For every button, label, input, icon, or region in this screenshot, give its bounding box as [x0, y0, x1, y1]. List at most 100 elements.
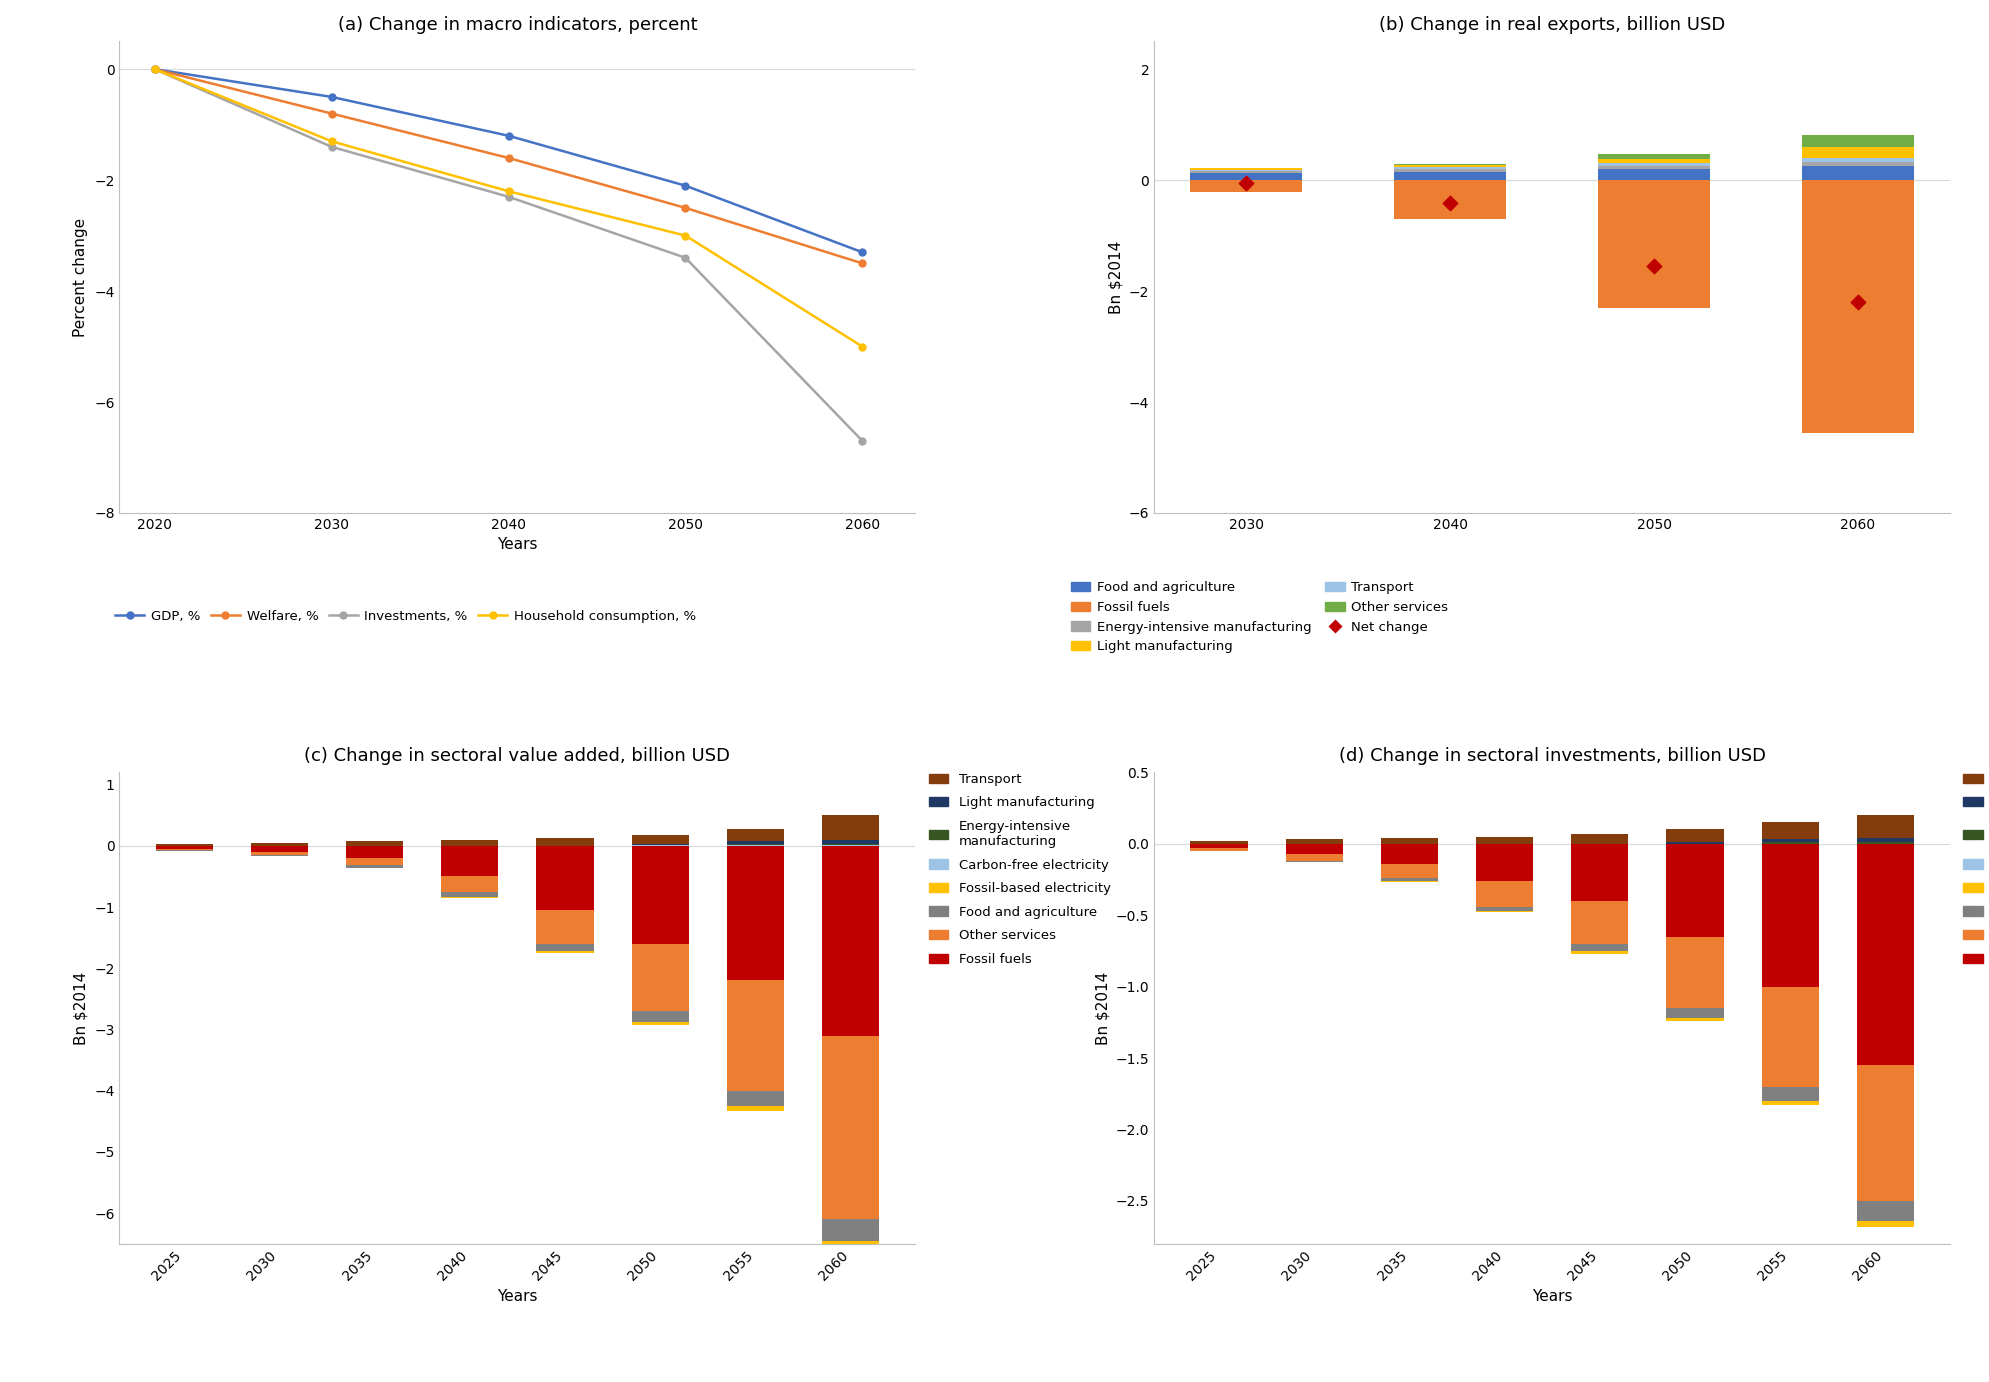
Bar — [1476, 836, 1532, 844]
Y-axis label: Bn $2014: Bn $2014 — [74, 972, 88, 1045]
Bar — [1571, 951, 1627, 954]
X-axis label: Years: Years — [497, 1289, 537, 1305]
Bar — [726, 840, 784, 844]
Y-axis label: Percent change: Percent change — [74, 217, 88, 337]
Bar — [821, 1241, 879, 1247]
Bar — [726, 846, 784, 980]
Bar — [1285, 844, 1343, 854]
Bar — [251, 851, 308, 855]
Bar — [251, 846, 308, 851]
Bar — [726, 829, 784, 840]
Bar — [1597, 169, 1709, 180]
Bar — [155, 846, 213, 849]
Legend: Transport, Light manufacturing, Energy-intensive
manufacturing, Carbon-free elec: Transport, Light manufacturing, Energy-i… — [923, 767, 1116, 972]
Bar — [1856, 815, 1913, 837]
Bar — [537, 944, 593, 951]
Bar — [1189, 170, 1303, 171]
Bar — [1665, 1019, 1722, 1021]
Bar — [1760, 839, 1818, 842]
Bar — [346, 846, 404, 858]
Bar — [1856, 842, 1913, 844]
Bar — [1800, 166, 1913, 180]
Bar — [1800, 158, 1913, 162]
Bar — [1285, 839, 1343, 844]
Bar — [1476, 844, 1532, 880]
Bar — [1760, 1101, 1818, 1106]
Bar — [1285, 854, 1343, 861]
Bar — [155, 844, 213, 846]
Bar — [1856, 1066, 1913, 1201]
Bar — [442, 846, 497, 876]
Bar — [1760, 987, 1818, 1086]
Legend: Food and agriculture, Fossil fuels, Energy-intensive manufacturing, Light manufa: Food and agriculture, Fossil fuels, Ener… — [1064, 576, 1452, 658]
Bar — [1380, 844, 1438, 864]
Bar — [631, 1023, 688, 1025]
Bar — [1189, 174, 1303, 180]
Bar — [821, 840, 879, 844]
Bar — [442, 840, 497, 846]
Bar — [726, 1090, 784, 1106]
Bar — [1597, 166, 1709, 169]
Bar — [1665, 842, 1722, 844]
Bar — [1760, 822, 1818, 839]
Y-axis label: Bn $2014: Bn $2014 — [1094, 972, 1110, 1045]
Point — [1637, 256, 1669, 278]
Bar — [1571, 944, 1627, 951]
Bar — [537, 846, 593, 911]
Bar — [537, 839, 593, 846]
Bar — [1394, 171, 1506, 180]
Bar — [346, 858, 404, 865]
Bar — [1285, 861, 1343, 862]
Bar — [1394, 166, 1506, 167]
Point — [1229, 171, 1261, 193]
Bar — [1800, 146, 1913, 158]
Bar — [1665, 937, 1722, 1007]
Bar — [1189, 844, 1247, 849]
Bar — [346, 865, 404, 868]
Bar — [1597, 163, 1709, 166]
Bar — [631, 1012, 688, 1023]
Bar — [1380, 880, 1438, 882]
Bar — [1189, 849, 1247, 851]
Bar — [821, 846, 879, 1035]
Bar — [631, 846, 688, 944]
Bar — [1856, 837, 1913, 842]
Bar — [726, 1106, 784, 1111]
Bar — [1380, 864, 1438, 878]
Y-axis label: Bn $2014: Bn $2014 — [1108, 240, 1122, 314]
Bar — [442, 876, 497, 891]
Bar — [1665, 844, 1722, 937]
Bar — [821, 815, 879, 840]
Bar — [1394, 167, 1506, 169]
Bar — [1476, 880, 1532, 907]
Title: (d) Change in sectoral investments, billion USD: (d) Change in sectoral investments, bill… — [1339, 748, 1764, 766]
Point — [1434, 192, 1466, 214]
Bar — [1856, 844, 1913, 1066]
Legend: GDP, %, Welfare, %, Investments, %, Household consumption, %: GDP, %, Welfare, %, Investments, %, Hous… — [109, 604, 700, 627]
Bar — [1380, 837, 1438, 844]
Bar — [1380, 878, 1438, 880]
Bar — [1760, 1086, 1818, 1101]
Bar — [1189, 180, 1303, 192]
Bar — [1665, 829, 1722, 842]
Bar — [1597, 153, 1709, 159]
Bar — [1476, 911, 1532, 912]
Legend: Transport, Light manufacturing, Energy-intensive
manufacturing, Carbon-free elec: Transport, Light manufacturing, Energy-i… — [1957, 767, 1989, 972]
Bar — [1189, 171, 1303, 174]
Bar — [631, 944, 688, 1012]
Bar — [1394, 169, 1506, 171]
Bar — [537, 911, 593, 944]
Bar — [1394, 180, 1506, 218]
Title: (a) Change in macro indicators, percent: (a) Change in macro indicators, percent — [338, 17, 696, 35]
Bar — [1597, 159, 1709, 163]
Bar — [1856, 1201, 1913, 1220]
Bar — [1665, 1007, 1722, 1019]
Bar — [821, 1035, 879, 1219]
Point — [1842, 292, 1874, 314]
Title: (c) Change in sectoral value added, billion USD: (c) Change in sectoral value added, bill… — [304, 748, 730, 766]
Bar — [1597, 180, 1709, 308]
Bar — [726, 980, 784, 1090]
Bar — [821, 1219, 879, 1241]
Bar — [1760, 842, 1818, 844]
Bar — [1189, 840, 1247, 844]
